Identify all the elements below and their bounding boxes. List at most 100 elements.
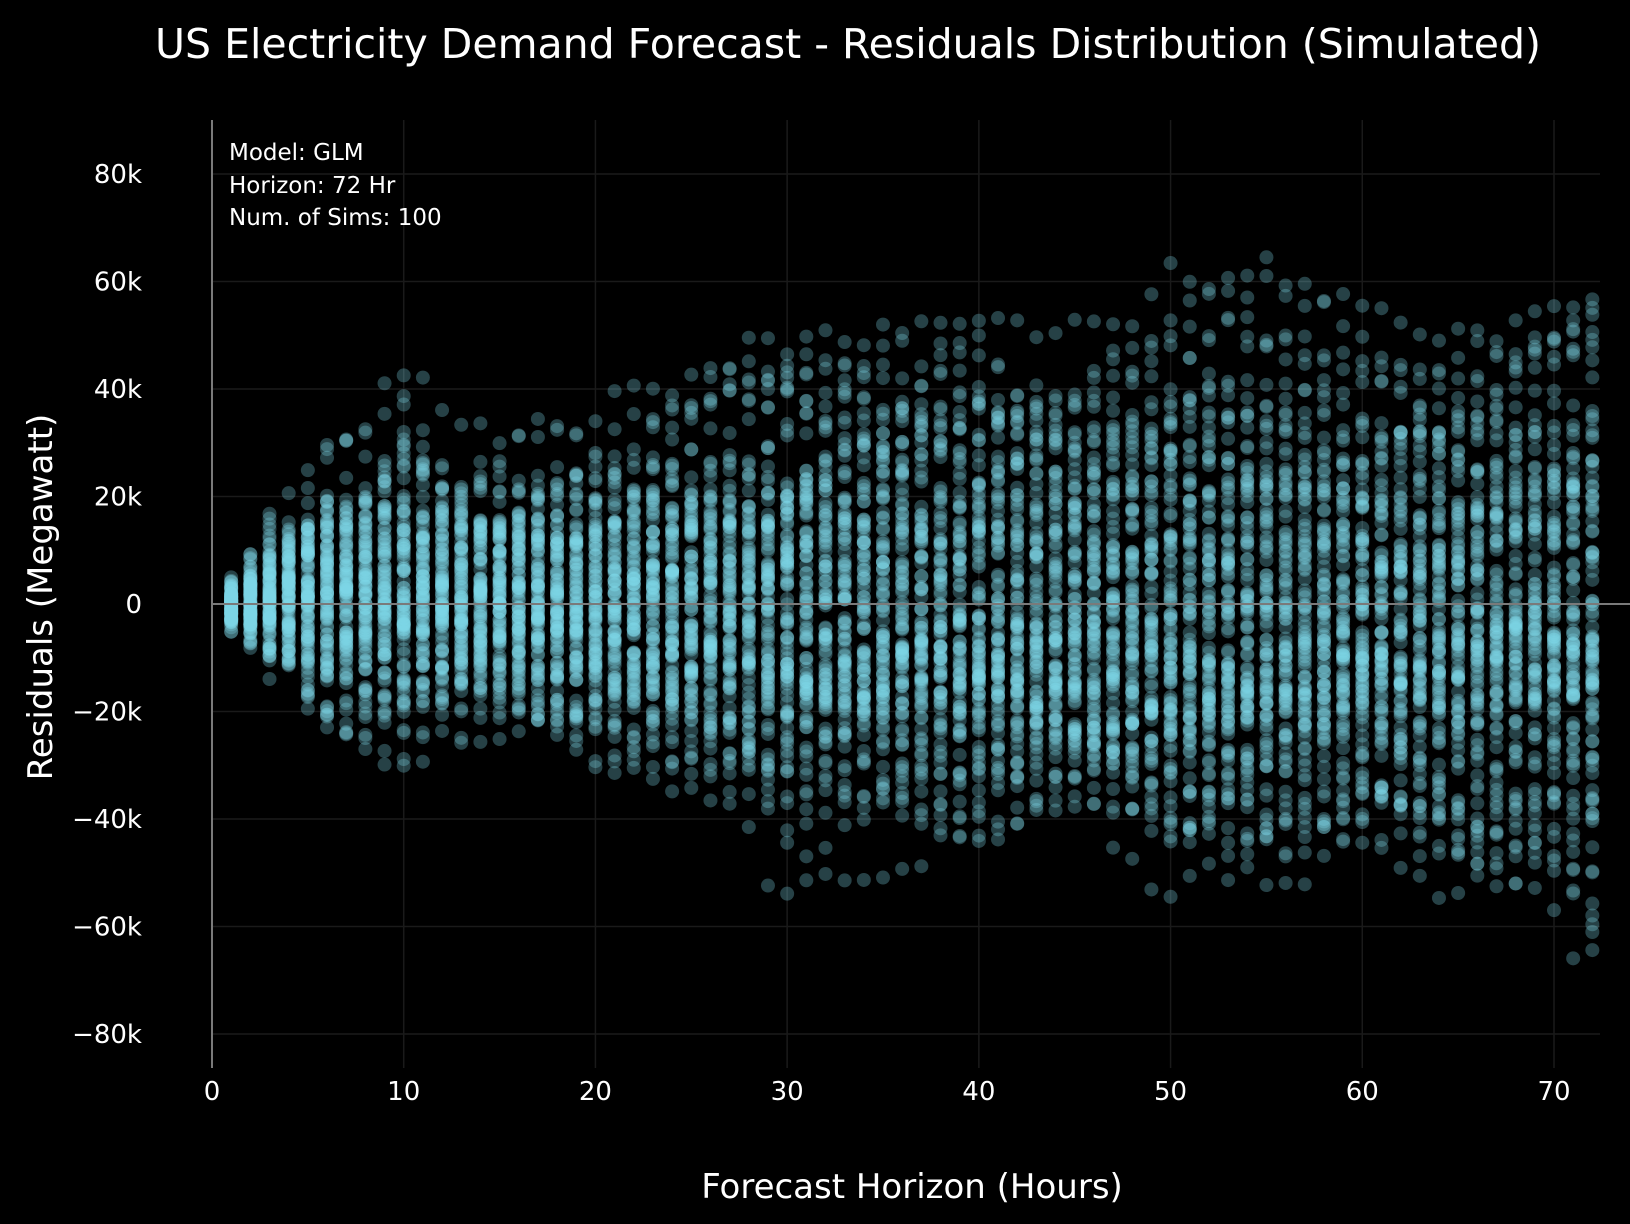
residual-point — [396, 590, 411, 605]
residual-point — [1259, 647, 1274, 662]
residual-point — [1125, 502, 1140, 517]
residual-point — [530, 640, 545, 655]
residual-point — [262, 616, 277, 631]
residual-point — [243, 584, 258, 599]
residual-point — [415, 656, 430, 671]
residual-point — [1355, 567, 1370, 582]
residual-point — [1144, 797, 1159, 812]
residual-point — [1547, 418, 1561, 433]
residual-point — [895, 607, 910, 622]
residual-point — [320, 488, 335, 503]
residual-point — [1125, 802, 1140, 817]
residual-point — [1566, 788, 1581, 803]
residual-point — [1336, 572, 1351, 587]
residual-point — [1086, 651, 1101, 666]
residual-point — [895, 371, 910, 386]
residual-point — [1259, 722, 1274, 737]
residual-point — [895, 326, 910, 341]
residual-point — [1240, 662, 1255, 677]
residual-point — [645, 656, 660, 671]
residual-point — [511, 533, 526, 548]
residual-point — [971, 708, 986, 723]
residual-point — [300, 573, 315, 588]
residual-point — [1566, 732, 1581, 747]
residual-point — [473, 634, 488, 649]
residual-point — [952, 501, 967, 516]
residual-point — [1221, 598, 1236, 613]
residual-point — [1470, 433, 1485, 448]
residual-point — [952, 811, 967, 826]
residual-point — [876, 870, 890, 885]
residual-point — [396, 615, 411, 630]
residual-point — [933, 598, 948, 613]
residual-point — [933, 725, 948, 740]
residual-point — [1029, 477, 1044, 492]
residual-point — [454, 551, 469, 566]
residual-point — [991, 696, 1006, 711]
residual-point — [569, 606, 584, 621]
residual-point — [1489, 861, 1504, 876]
residual-point — [933, 366, 948, 381]
residual-point — [1412, 690, 1427, 705]
residual-point — [569, 555, 584, 570]
residual-point — [856, 535, 871, 550]
residual-point — [1431, 645, 1446, 660]
residual-point — [1393, 826, 1408, 841]
residual-point — [511, 701, 526, 716]
residual-point — [645, 759, 660, 774]
residual-point — [1144, 508, 1159, 523]
residual-point — [492, 543, 507, 558]
residual-point — [415, 370, 430, 385]
residual-point — [780, 476, 795, 491]
residual-point — [914, 499, 929, 514]
residual-point — [1086, 536, 1101, 551]
residual-point — [281, 567, 296, 582]
residual-point — [876, 584, 890, 599]
residual-point — [1470, 657, 1485, 672]
residual-point — [799, 548, 814, 563]
residual-point — [645, 589, 660, 604]
residual-point — [320, 450, 335, 465]
residual-point — [1527, 727, 1542, 742]
residual-point — [1259, 685, 1274, 700]
residual-point — [262, 638, 277, 653]
residual-point — [415, 549, 430, 564]
residual-point — [550, 624, 565, 639]
residual-point — [1182, 711, 1197, 726]
residual-point — [818, 323, 833, 338]
residual-point — [837, 763, 852, 778]
residual-point — [1547, 641, 1561, 656]
residual-point — [1278, 735, 1293, 750]
residual-point — [1316, 587, 1331, 602]
residual-point — [684, 665, 699, 680]
residual-point — [952, 695, 967, 710]
residual-point — [1566, 300, 1581, 315]
residual-point — [1316, 637, 1331, 652]
residual-point — [1048, 729, 1063, 744]
residual-point — [243, 634, 258, 649]
residual-point — [1163, 636, 1178, 651]
residual-point — [358, 625, 373, 640]
residual-point — [1125, 592, 1140, 607]
residual-point — [1489, 684, 1504, 699]
residual-point — [914, 859, 929, 874]
residual-point — [1489, 334, 1504, 349]
residual-point — [415, 613, 430, 628]
residual-point — [1029, 451, 1044, 466]
residual-point — [1566, 687, 1581, 702]
residual-point — [799, 633, 814, 648]
residual-point — [1585, 572, 1600, 587]
residual-point — [358, 610, 373, 625]
residual-point — [1144, 567, 1159, 582]
residual-point — [665, 692, 680, 707]
residual-point — [645, 554, 660, 569]
residual-point — [1240, 760, 1255, 775]
residual-point — [454, 595, 469, 610]
residual-point — [933, 640, 948, 655]
residual-point — [1547, 536, 1561, 551]
residual-point — [722, 554, 737, 569]
residual-point — [415, 568, 430, 583]
residual-point — [1201, 452, 1216, 467]
residual-point — [473, 710, 488, 725]
residual-point — [895, 585, 910, 600]
